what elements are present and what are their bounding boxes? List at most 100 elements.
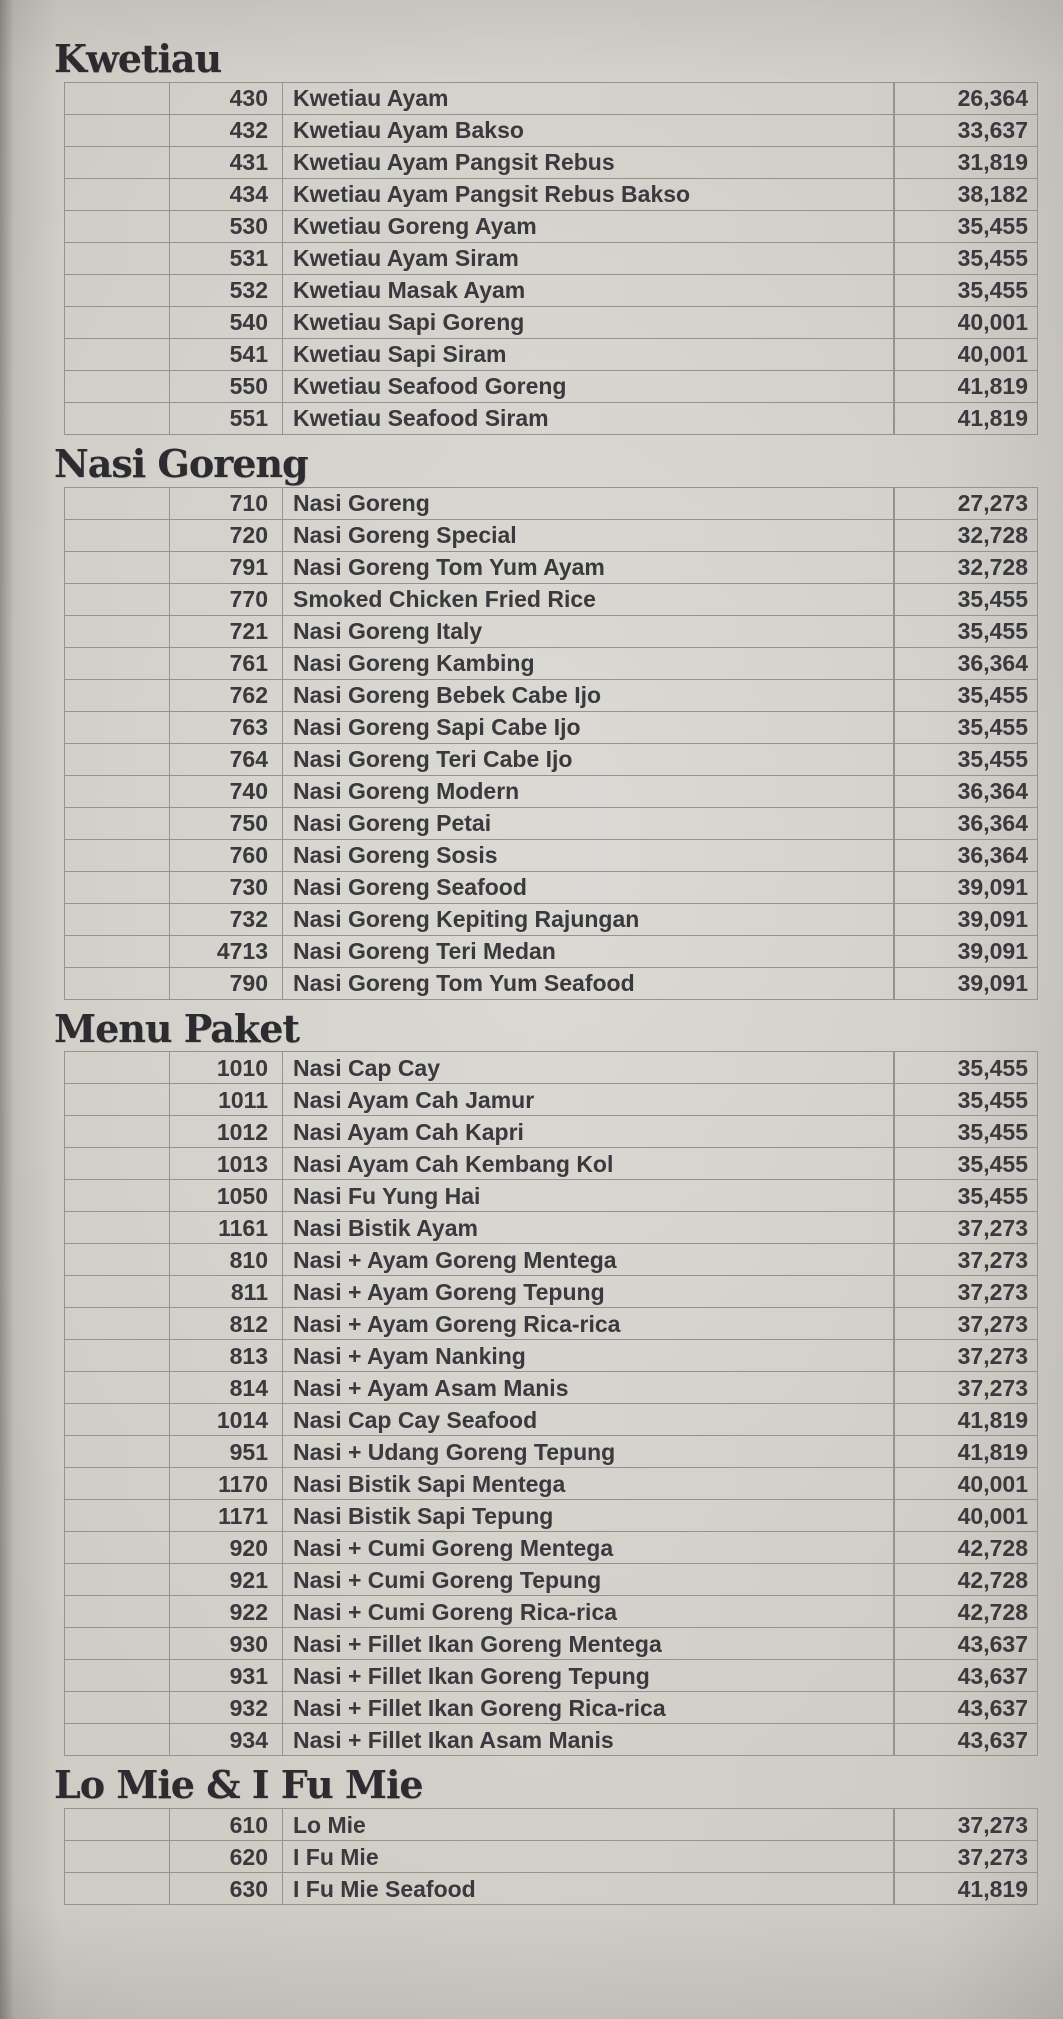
item-price: 35,455: [893, 1083, 1038, 1117]
blank-cell: [64, 870, 170, 904]
blank-cell: [64, 305, 170, 339]
item-price: 41,819: [893, 1403, 1038, 1437]
item-price: 42,728: [893, 1563, 1038, 1597]
table-row: 610 Lo Mie 37,273: [64, 1808, 1038, 1842]
blank-cell: [64, 486, 170, 520]
item-name: Nasi Goreng Sapi Cabe Ijo: [282, 710, 895, 744]
item-name: Kwetiau Sapi Goreng: [282, 305, 895, 339]
blank-cell: [64, 1147, 170, 1181]
item-code: 732: [169, 902, 283, 936]
table-row: 551 Kwetiau Seafood Siram 41,819: [64, 401, 1038, 435]
item-code: 1011: [169, 1083, 283, 1117]
item-name: Nasi + Ayam Asam Manis: [282, 1371, 895, 1405]
item-name: Nasi Goreng Kepiting Rajungan: [282, 902, 895, 936]
blank-cell: [64, 1840, 170, 1874]
item-code: 730: [169, 870, 283, 904]
item-price: 35,455: [893, 273, 1038, 307]
table-row: 1171 Nasi Bistik Sapi Tepung 40,001: [64, 1499, 1038, 1533]
blank-cell: [64, 614, 170, 648]
item-code: 764: [169, 742, 283, 776]
table-row: 764 Nasi Goreng Teri Cabe Ijo 35,455: [64, 742, 1038, 776]
item-name: Nasi Ayam Cah Kapri: [282, 1115, 895, 1149]
blank-cell: [64, 902, 170, 936]
table-row: 550 Kwetiau Seafood Goreng 41,819: [64, 369, 1038, 403]
item-name: Nasi + Cumi Goreng Rica-rica: [282, 1595, 895, 1629]
item-name: Kwetiau Ayam: [282, 81, 895, 115]
table-row: 1161 Nasi Bistik Ayam 37,273: [64, 1211, 1038, 1245]
table-row: 710 Nasi Goreng 27,273: [64, 486, 1038, 520]
table-row: 951 Nasi + Udang Goreng Tepung 41,819: [64, 1435, 1038, 1469]
item-name: Nasi Bistik Sapi Mentega: [282, 1467, 895, 1501]
table-row: 770 Smoked Chicken Fried Rice 35,455: [64, 582, 1038, 616]
item-name: Kwetiau Sapi Siram: [282, 337, 895, 371]
item-code: 811: [169, 1275, 283, 1309]
blank-cell: [64, 145, 170, 179]
table-row: 931 Nasi + Fillet Ikan Goreng Tepung 43,…: [64, 1659, 1038, 1693]
item-code: 432: [169, 113, 283, 147]
item-price: 35,455: [893, 1179, 1038, 1213]
table-row: 810 Nasi + Ayam Goreng Mentega 37,273: [64, 1243, 1038, 1277]
item-code: 814: [169, 1371, 283, 1405]
blank-cell: [64, 1563, 170, 1597]
blank-cell: [64, 518, 170, 552]
item-name: I Fu Mie Seafood: [282, 1872, 895, 1906]
menu-section: Kwetiau 430 Kwetiau Ayam 26,364 432 Kwet…: [54, 38, 1063, 435]
item-price: 35,455: [893, 1147, 1038, 1181]
blank-cell: [64, 1339, 170, 1373]
item-code: 951: [169, 1435, 283, 1469]
item-code: 790: [169, 966, 283, 1000]
blank-cell: [64, 241, 170, 275]
item-price: 32,728: [893, 550, 1038, 584]
item-price: 43,637: [893, 1659, 1038, 1693]
section-title: Lo Mie & I Fu Mie: [54, 1762, 424, 1808]
table-row: 750 Nasi Goreng Petai 36,364: [64, 806, 1038, 840]
item-code: 761: [169, 646, 283, 680]
item-code: 434: [169, 177, 283, 211]
item-name: Nasi + Ayam Goreng Mentega: [282, 1243, 895, 1277]
blank-cell: [64, 1499, 170, 1533]
blank-cell: [64, 1371, 170, 1405]
item-code: 531: [169, 241, 283, 275]
table-row: 531 Kwetiau Ayam Siram 35,455: [64, 241, 1038, 275]
item-code: 812: [169, 1307, 283, 1341]
item-name: Nasi + Ayam Goreng Rica-rica: [282, 1307, 895, 1341]
menu-page: Kwetiau 430 Kwetiau Ayam 26,364 432 Kwet…: [54, 38, 1063, 1906]
blank-cell: [64, 806, 170, 840]
item-name: Nasi + Fillet Ikan Goreng Rica-rica: [282, 1691, 895, 1725]
menu-table-body: 1010 Nasi Cap Cay 35,455 1011 Nasi Ayam …: [64, 1051, 1038, 1757]
item-code: 1050: [169, 1179, 283, 1213]
blank-cell: [64, 742, 170, 776]
blank-cell: [64, 209, 170, 243]
blank-cell: [64, 337, 170, 371]
item-name: Nasi Goreng Special: [282, 518, 895, 552]
item-name: Kwetiau Goreng Ayam: [282, 209, 895, 243]
table-row: 1170 Nasi Bistik Sapi Mentega 40,001: [64, 1467, 1038, 1501]
item-name: I Fu Mie: [282, 1840, 895, 1874]
item-price: 27,273: [893, 486, 1038, 520]
item-price: 40,001: [893, 1499, 1038, 1533]
blank-cell: [64, 1275, 170, 1309]
menu-table: 610 Lo Mie 37,273 620 I Fu Mie 37,273 63…: [64, 1808, 1038, 1906]
menu-table: 430 Kwetiau Ayam 26,364 432 Kwetiau Ayam…: [64, 81, 1038, 435]
item-code: 750: [169, 806, 283, 840]
item-code: 770: [169, 582, 283, 616]
item-name: Nasi Goreng: [282, 486, 895, 520]
item-code: 541: [169, 337, 283, 371]
item-name: Nasi Goreng Seafood: [282, 870, 895, 904]
item-code: 763: [169, 710, 283, 744]
item-price: 35,455: [893, 1115, 1038, 1149]
item-price: 43,637: [893, 1691, 1038, 1725]
item-price: 42,728: [893, 1595, 1038, 1629]
item-name: Nasi Goreng Kambing: [282, 646, 895, 680]
item-price: 33,637: [893, 113, 1038, 147]
table-row: 920 Nasi + Cumi Goreng Mentega 42,728: [64, 1531, 1038, 1565]
item-name: Kwetiau Ayam Pangsit Rebus Bakso: [282, 177, 895, 211]
item-price: 35,455: [893, 1051, 1038, 1085]
section-title: Kwetiau: [54, 36, 222, 81]
item-code: 551: [169, 401, 283, 435]
item-name: Kwetiau Masak Ayam: [282, 273, 895, 307]
item-price: 39,091: [893, 966, 1038, 1000]
item-name: Nasi + Cumi Goreng Tepung: [282, 1563, 895, 1597]
table-row: 932 Nasi + Fillet Ikan Goreng Rica-rica …: [64, 1691, 1038, 1725]
table-row: 732 Nasi Goreng Kepiting Rajungan 39,091: [64, 902, 1038, 936]
